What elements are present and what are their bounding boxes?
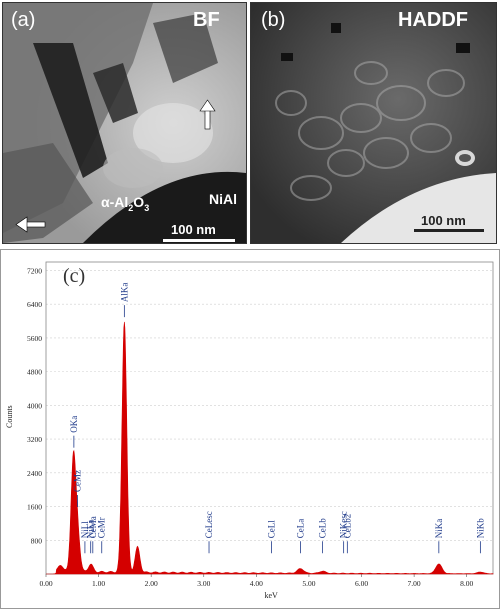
haadf-micrograph bbox=[251, 3, 496, 243]
eds-spectrum-chart: 800 1600 2400 3200 4000 4800 5600 6400 7200 0.00 1… bbox=[5, 261, 494, 600]
annotation-label: NiKa bbox=[434, 519, 444, 539]
y-tick-label: 7200 bbox=[27, 266, 42, 275]
annotation-label: NiKb bbox=[475, 518, 485, 538]
annotation-label: CeLl bbox=[267, 520, 277, 538]
y-tick-label: 2400 bbox=[27, 469, 42, 478]
axes: 800 1600 2400 3200 4000 4800 5600 6400 7200 0.00 1… bbox=[27, 261, 494, 588]
scale-bar bbox=[163, 239, 235, 242]
annotation-label: NiKesc bbox=[339, 511, 349, 538]
x-tick-label: 5.00 bbox=[302, 579, 315, 588]
scale-bar-label: 100 nm bbox=[171, 222, 216, 237]
panel-label: (c) bbox=[63, 265, 85, 287]
panel-label: (b) bbox=[261, 9, 286, 31]
bf-tem-image-panel: (a) BF α-Al2O3 NiAl 100 nm bbox=[2, 2, 247, 244]
imaging-mode-label: HADDF bbox=[398, 9, 468, 31]
bf-micrograph bbox=[3, 3, 246, 243]
x-axis-label: keV bbox=[265, 591, 279, 600]
y-tick-label: 3200 bbox=[27, 435, 42, 444]
spectrum-line bbox=[46, 321, 494, 575]
arrow-up-icon bbox=[199, 99, 216, 130]
x-tick-label: 1.00 bbox=[92, 579, 105, 588]
annotation-label: NiLl bbox=[80, 521, 90, 538]
arrow-left-icon bbox=[15, 216, 46, 233]
x-tick-label: 4.00 bbox=[250, 579, 263, 588]
y-axis-label: Counts bbox=[5, 405, 14, 428]
annotation-label: CeLb2 bbox=[342, 514, 352, 539]
x-tick-label: 8.00 bbox=[460, 579, 473, 588]
annotation-label: OKa bbox=[69, 416, 79, 433]
eds-spectrum-panel: 800 1600 2400 3200 4000 4800 5600 6400 7200 0.00 1… bbox=[0, 249, 500, 609]
y-tick-label: 5600 bbox=[27, 334, 42, 343]
y-tick-label: 4000 bbox=[27, 401, 42, 410]
x-tick-label: 7.00 bbox=[408, 579, 421, 588]
haadf-image-panel: (b) HADDF 100 nm bbox=[250, 2, 497, 244]
y-tick-label: 1600 bbox=[27, 503, 42, 512]
grid bbox=[46, 270, 493, 541]
annotation-label: CeLa bbox=[296, 519, 306, 539]
y-tick-label: 6400 bbox=[27, 300, 42, 309]
spectrum-series bbox=[46, 321, 494, 575]
annotation-label: CeLb bbox=[318, 518, 328, 538]
annotation-label: CeMz bbox=[73, 470, 83, 492]
scale-bar bbox=[414, 229, 484, 232]
annotation-label: CeMa bbox=[88, 516, 98, 538]
y-tick-label: 800 bbox=[31, 536, 43, 545]
x-tick-label: 3.00 bbox=[197, 579, 210, 588]
substrate-label: NiAl bbox=[209, 191, 237, 207]
imaging-mode-label: BF bbox=[193, 9, 220, 31]
annotation-label: AlKa bbox=[119, 283, 129, 303]
annotation-label: NiLa bbox=[86, 520, 96, 539]
annotation-label: CeMr bbox=[97, 517, 107, 538]
x-tick-label: 2.00 bbox=[145, 579, 158, 588]
panel-label: (a) bbox=[11, 9, 36, 31]
phase-label: α-Al2O3 bbox=[101, 194, 150, 213]
scale-bar-label: 100 nm bbox=[421, 213, 466, 228]
y-tick-label: 4800 bbox=[27, 368, 42, 377]
x-tick-label: 0.00 bbox=[39, 579, 52, 588]
annotation-label: CeLesc bbox=[204, 511, 214, 538]
x-tick-label: 6.00 bbox=[355, 579, 368, 588]
